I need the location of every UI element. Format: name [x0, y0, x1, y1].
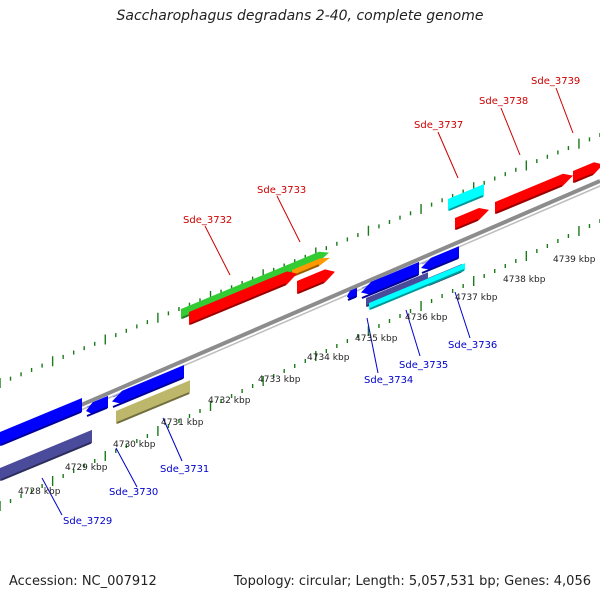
- gene-feature: [421, 246, 459, 270]
- gene-feature-shadow: [421, 257, 459, 274]
- gene-feature-shadow: [112, 377, 184, 408]
- leader-line: [437, 131, 459, 179]
- gene-feature-shadow: [347, 295, 357, 301]
- kbp-label: 4730 kbp: [113, 440, 156, 450]
- tick-tracks: [0, 133, 600, 511]
- kbp-label: 4736 kbp: [405, 313, 448, 323]
- gene-feature-highlight: [361, 264, 419, 289]
- gene-feature-highlight: [86, 398, 108, 408]
- leader-line: [366, 317, 379, 374]
- leader-line: [405, 309, 421, 357]
- gene-feature-highlight: [455, 210, 479, 221]
- kbp-label: 4729 kbp: [65, 463, 108, 473]
- kbp-label: 4738 kbp: [503, 275, 546, 285]
- gene-feature-shadow: [448, 194, 484, 211]
- gene-feature-highlight: [181, 254, 319, 312]
- gene-label-reverse[interactable]: Sde_3736: [448, 340, 497, 351]
- kbp-labels: 4728 kbp 4729 kbp 4730 kbp 4731 kbp 4732…: [18, 255, 596, 497]
- leader-line: [500, 107, 521, 156]
- gene-feature-shadow: [189, 283, 287, 325]
- kbp-label: 4734 kbp: [307, 353, 350, 363]
- gene-label-reverse[interactable]: Sde_3731: [160, 464, 209, 475]
- gene-label-reverse[interactable]: Sde_3729: [63, 516, 112, 527]
- gene-feature-highlight: [297, 271, 325, 284]
- kbp-label: 4731 kbp: [161, 418, 204, 428]
- gene-feature: [361, 261, 419, 295]
- gene-feature-shadow: [292, 264, 320, 277]
- gene-feature-highlight: [112, 367, 184, 398]
- gene-label-reverse[interactable]: Sde_3735: [399, 360, 448, 371]
- gene-feature-highlight: [573, 164, 594, 174]
- gene-feature: [573, 162, 600, 183]
- kbp-label: 4733 kbp: [258, 375, 301, 385]
- kbp-label: 4728 kbp: [18, 487, 61, 497]
- gene-feature-shadow: [573, 173, 594, 183]
- gene-feature-highlight: [189, 273, 287, 315]
- gene-label-reverse[interactable]: Sde_3734: [364, 375, 413, 386]
- label-leader-lines: [41, 87, 574, 516]
- gene-feature-shadow: [297, 281, 325, 294]
- gene-feature-shadow: [86, 406, 108, 417]
- gene-label-forward[interactable]: Sde_3738: [479, 96, 528, 107]
- genome-stats-label: Topology: circular; Length: 5,057,531 bp…: [233, 574, 591, 589]
- gene-feature-highlight: [0, 400, 82, 435]
- gene-feature-highlight: [0, 432, 92, 471]
- leader-line: [204, 225, 231, 276]
- gene-feature-shadow: [369, 269, 465, 310]
- kbp-label: 4739 kbp: [553, 255, 596, 265]
- reverse-gene-labels: Sde_3729 Sde_3730 Sde_3731 Sde_3734 Sde_…: [63, 340, 497, 527]
- leader-line: [115, 447, 138, 488]
- kbp-label: 4737 kbp: [455, 293, 498, 303]
- gene-feature: [0, 397, 82, 446]
- gene-feature-highlight: [369, 265, 465, 306]
- gene-feature: [455, 208, 489, 230]
- gene-feature: [448, 184, 484, 211]
- gene-feature-highlight: [495, 176, 563, 205]
- gene-label-forward[interactable]: Sde_3733: [257, 185, 306, 196]
- gene-label-forward[interactable]: Sde_3732: [183, 215, 232, 226]
- gene-feature-highlight: [347, 290, 357, 295]
- gene-feature-highlight: [292, 260, 320, 273]
- map-title: Saccharophagus degradans 2-40, complete …: [116, 8, 484, 24]
- gene-feature: [297, 269, 335, 294]
- gene-feature: [112, 365, 184, 404]
- leader-line: [555, 87, 574, 134]
- gene-feature: [369, 263, 465, 310]
- leader-line: [276, 195, 301, 243]
- leader-line: [41, 477, 63, 516]
- gene-feature: [116, 380, 190, 424]
- gene-label-reverse[interactable]: Sde_3730: [109, 487, 158, 498]
- leader-line: [454, 291, 471, 339]
- gene-feature-shadow: [116, 392, 190, 424]
- accession-label: Accession: NC_007912: [9, 574, 157, 589]
- gene-feature-shadow: [0, 410, 82, 446]
- gene-features: [0, 162, 600, 481]
- backbone-line: [0, 179, 600, 442]
- gene-feature-shadow: [361, 273, 419, 299]
- gene-feature: [189, 271, 297, 325]
- gene-feature-shadow: [0, 441, 92, 481]
- forward-gene-labels: Sde_3732 Sde_3733 Sde_3737 Sde_3738 Sde_…: [183, 76, 580, 226]
- gene-label-forward[interactable]: Sde_3739: [531, 76, 580, 87]
- kbp-label: 4732 kbp: [208, 396, 251, 406]
- gene-feature: [495, 173, 573, 214]
- leader-line: [162, 417, 183, 462]
- gene-feature-highlight: [448, 186, 484, 202]
- gene-feature-highlight: [421, 248, 459, 265]
- gene-feature-shadow: [495, 184, 563, 214]
- gene-feature: [0, 429, 92, 481]
- gene-feature-highlight: [366, 274, 428, 301]
- kbp-label: 4735 kbp: [355, 334, 398, 344]
- gene-label-forward[interactable]: Sde_3737: [414, 120, 463, 131]
- gene-feature-shadow: [455, 218, 479, 230]
- gene-feature-highlight: [116, 382, 190, 414]
